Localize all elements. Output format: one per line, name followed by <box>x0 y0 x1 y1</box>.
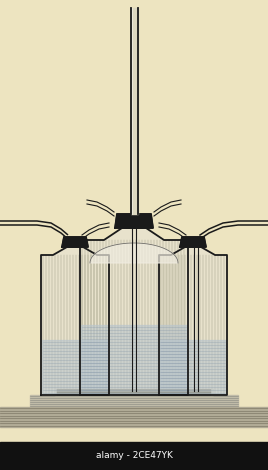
Polygon shape <box>0 407 268 427</box>
Polygon shape <box>0 442 268 470</box>
Polygon shape <box>90 243 178 263</box>
Polygon shape <box>81 325 187 394</box>
Polygon shape <box>41 247 109 395</box>
Polygon shape <box>62 237 88 247</box>
Polygon shape <box>30 395 238 407</box>
Polygon shape <box>80 228 188 395</box>
Text: alamy - 2CE47YK: alamy - 2CE47YK <box>96 452 172 461</box>
Polygon shape <box>42 340 108 394</box>
Polygon shape <box>159 247 227 395</box>
Polygon shape <box>160 340 226 394</box>
Polygon shape <box>55 389 213 395</box>
Polygon shape <box>131 8 137 214</box>
Polygon shape <box>180 237 206 247</box>
Polygon shape <box>115 214 153 228</box>
